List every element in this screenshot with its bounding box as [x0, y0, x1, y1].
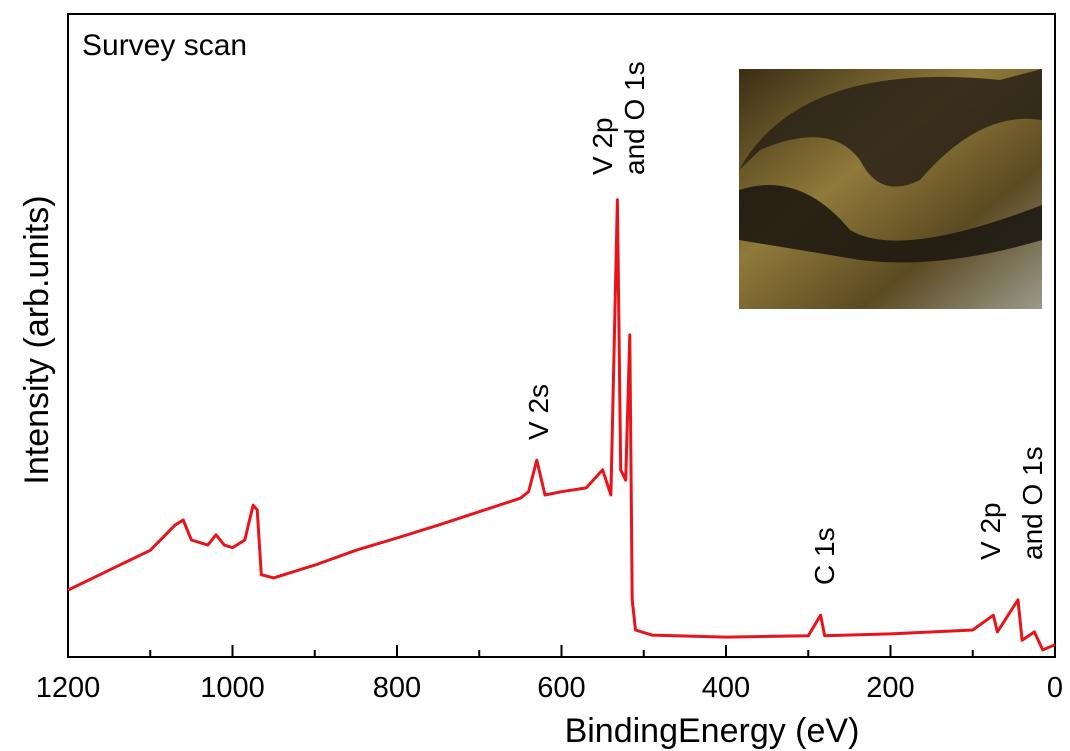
y-axis-label: Intensity (arb.units) [18, 195, 56, 484]
inset-photo [739, 69, 1042, 309]
x-tick-label: 200 [866, 672, 914, 704]
x-tick-label: 400 [702, 672, 750, 704]
annotation-text: V 2s [523, 384, 554, 440]
x-tick-label: 600 [537, 672, 585, 704]
spectrum-line [67, 198, 1056, 652]
annotation-text: V 2p [587, 117, 618, 175]
x-tick-label: 1200 [36, 672, 101, 704]
annotation-text: and O 1s [1017, 446, 1048, 560]
annotation-text: and O 1s [619, 61, 650, 175]
annotation-text: V 2p [975, 502, 1006, 560]
chart-title: Survey scan [82, 29, 247, 62]
x-tick-label: 1000 [200, 672, 265, 704]
x-axis-label: BindingEnergy (eV) [565, 712, 860, 750]
x-tick-label: 800 [373, 672, 421, 704]
annotation: V 2p and O 1s V 2s C 1s V 2p and O 1s [523, 61, 1048, 585]
x-tick-label: 0 [1047, 672, 1063, 704]
annotation-text: C 1s [809, 527, 840, 585]
